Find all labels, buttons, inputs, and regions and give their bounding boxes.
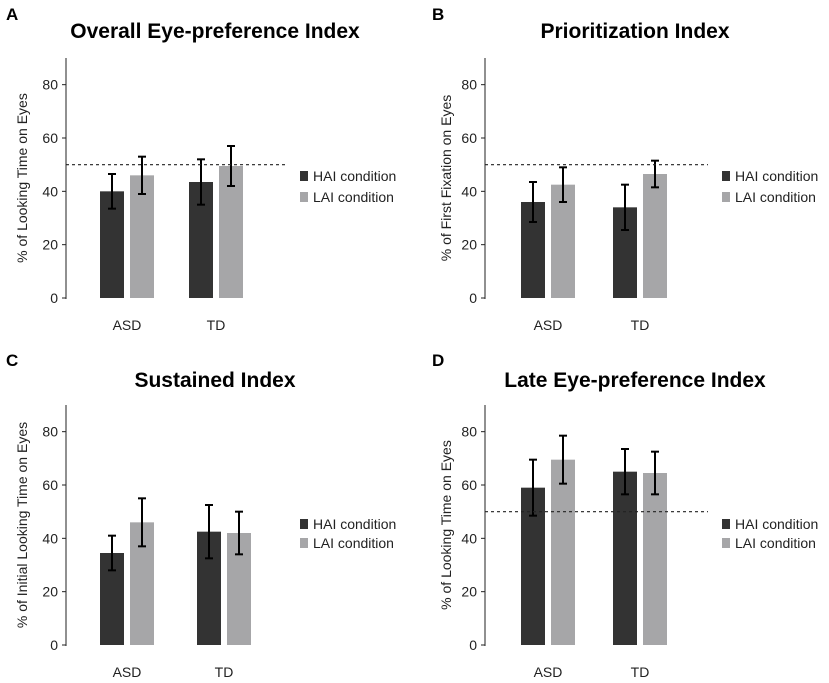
chart-title: Overall Eye-preference Index [70,20,360,43]
y-tick-label: 40 [42,530,58,546]
y-tick-label: 40 [461,530,477,546]
legend-swatch-hai [722,171,730,181]
bar-td-hai [613,471,637,645]
y-tick-label: 0 [50,290,58,306]
legend-swatch-hai [300,171,308,181]
panel-c: C Sustained Index 0 20 40 60 80 % of Initial Lo… [6,351,396,680]
x-tick-label: ASD [113,317,142,333]
y-tick-label: 0 [469,637,477,653]
error-bar-td-hai [621,183,629,231]
panel-letter: A [6,5,18,24]
error-bar-td-hai [197,158,205,206]
x-tick-label: TD [631,317,650,333]
error-bar-asd-lai [559,434,567,485]
y-tick-label: 20 [461,584,477,600]
y-axis-label: % of Looking Time on Eyes [438,440,454,610]
x-tick-label: TD [631,664,650,680]
panel-letter: B [432,5,444,24]
panel-a: A Overall Eye-preference Index 0 20 40 60 80 % … [6,5,396,333]
chart-title: Late Eye-preference Index [504,369,766,392]
error-bar-asd-hai [529,458,537,517]
error-bar-td-hai [205,504,213,560]
legend-label-lai: LAI condition [735,535,816,551]
y-tick-label: 20 [461,237,477,253]
error-bar-td-lai [235,510,243,556]
legend-swatch-lai [722,192,730,202]
legend-swatch-lai [722,538,730,548]
chart-title: Prioritization Index [540,20,729,43]
error-bar-asd-lai [138,497,146,548]
y-tick-label: 80 [461,77,477,93]
bar-td-lai [219,166,243,298]
error-bar-asd-lai [559,166,567,203]
error-bar-td-lai [227,145,235,187]
y-tick-label: 60 [461,130,477,146]
chart-title: Sustained Index [134,369,295,392]
legend-label-hai: HAI condition [313,516,396,532]
error-bar-asd-hai [108,534,116,572]
bar-td-lai [643,174,667,298]
error-bar-td-hai [621,448,629,496]
panel-d: D Late Eye-preference Index 0 20 40 60 80 % of … [432,351,818,680]
y-tick-label: 40 [461,183,477,199]
y-tick-label: 60 [42,477,58,493]
y-tick-label: 0 [50,637,58,653]
error-bar-asd-hai [529,181,537,223]
y-tick-label: 60 [42,130,58,146]
panel-letter: C [6,351,18,370]
legend-label-hai: HAI condition [735,168,818,184]
legend-label-hai: HAI condition [735,516,818,532]
y-tick-label: 60 [461,477,477,493]
bar-asd-lai [551,459,575,645]
bar-asd-lai [551,184,575,298]
legend-label-lai: LAI condition [735,189,816,205]
legend-label-hai: HAI condition [313,168,396,184]
error-bar-asd-hai [108,173,116,210]
y-axis-label: % of Initial Looking Time on Eyes [14,422,30,628]
y-tick-label: 0 [469,290,477,306]
panel-letter: D [432,351,444,370]
x-tick-label: TD [215,664,234,680]
y-tick-label: 80 [42,77,58,93]
error-bar-asd-lai [138,155,146,195]
y-tick-label: 80 [461,424,477,440]
legend-swatch-lai [300,538,308,548]
y-tick-label: 20 [42,237,58,253]
x-tick-label: ASD [534,664,563,680]
bar-asd-lai [130,175,154,298]
y-tick-label: 40 [42,183,58,199]
error-bar-td-lai [651,450,659,496]
x-tick-label: ASD [534,317,563,333]
x-tick-label: TD [207,317,226,333]
y-axis-label: % of Looking Time on Eyes [14,93,30,263]
legend-label-lai: LAI condition [313,535,394,551]
legend-swatch-hai [300,519,308,529]
y-tick-label: 20 [42,584,58,600]
y-tick-label: 80 [42,424,58,440]
x-tick-label: ASD [113,664,142,680]
bar-td-lai [643,473,667,645]
y-axis-label: % of First Fixation on Eyes [438,95,454,262]
legend-label-lai: LAI condition [313,189,394,205]
legend-swatch-lai [300,192,308,202]
legend-swatch-hai [722,519,730,529]
panel-b: B Prioritization Index 0 20 40 60 80 % of First… [432,5,818,333]
